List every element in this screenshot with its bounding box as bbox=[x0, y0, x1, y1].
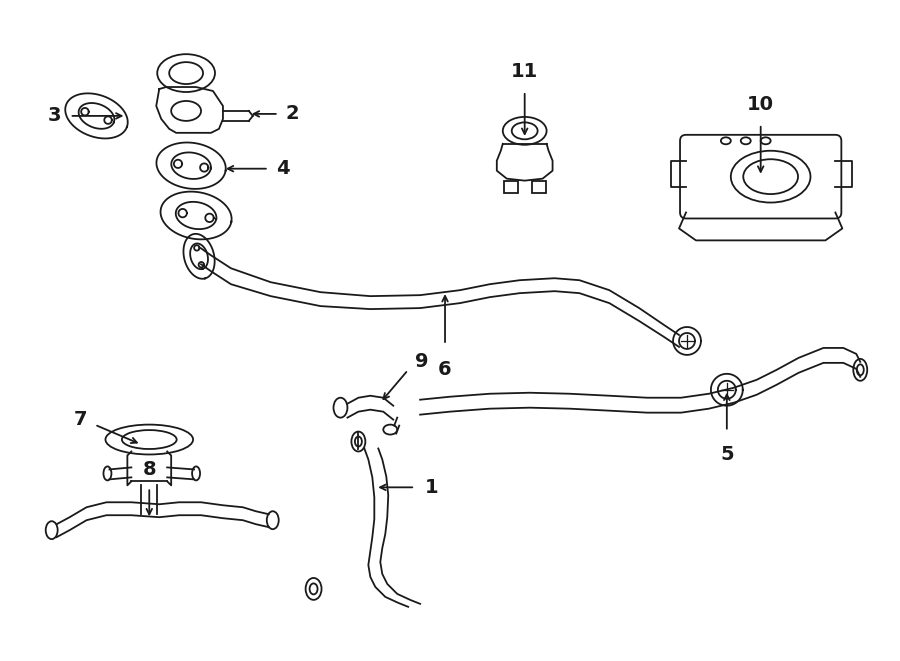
Text: 4: 4 bbox=[275, 159, 290, 178]
Text: 11: 11 bbox=[511, 62, 538, 81]
Text: 7: 7 bbox=[74, 410, 87, 429]
Text: 5: 5 bbox=[720, 444, 733, 463]
Text: 2: 2 bbox=[285, 104, 300, 124]
Text: 9: 9 bbox=[415, 352, 428, 371]
Text: 10: 10 bbox=[747, 95, 774, 114]
Text: 6: 6 bbox=[438, 360, 452, 379]
Text: 1: 1 bbox=[425, 478, 438, 497]
Text: 3: 3 bbox=[48, 106, 61, 126]
Text: 8: 8 bbox=[142, 460, 156, 479]
